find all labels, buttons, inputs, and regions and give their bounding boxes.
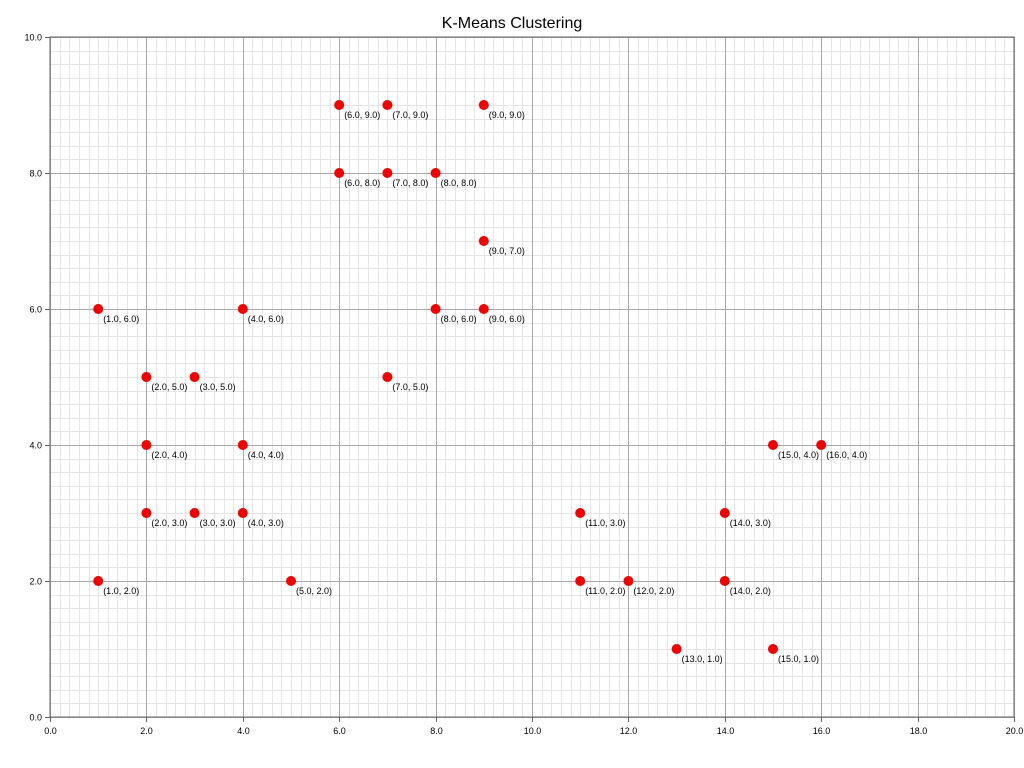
data-point bbox=[189, 508, 200, 518]
point-label: (4.0, 4.0) bbox=[248, 450, 284, 460]
point-label: (15.0, 1.0) bbox=[778, 654, 819, 664]
chart-title: K-Means Clustering bbox=[442, 15, 583, 32]
y-tick-label: 6.0 bbox=[29, 305, 42, 315]
data-point bbox=[430, 168, 441, 178]
data-point bbox=[478, 236, 489, 246]
data-point bbox=[141, 440, 152, 450]
x-tick-label: 6.0 bbox=[333, 726, 346, 736]
x-axis: 0.0 2.0 4.0 6.0 8.0 10.0 12.0 14.0 16.0 18.0 20.0 bbox=[44, 717, 1023, 736]
point-label: (13.0, 1.0) bbox=[682, 654, 723, 664]
x-tick-label: 20.0 bbox=[1006, 726, 1024, 736]
data-point bbox=[382, 168, 393, 178]
point-label: (11.0, 3.0) bbox=[585, 518, 625, 528]
point-label: (7.0, 9.0) bbox=[392, 110, 428, 120]
data-point bbox=[719, 508, 730, 518]
y-tick-label: 10.0 bbox=[24, 33, 42, 43]
data-point bbox=[575, 508, 586, 518]
point-label: (15.0, 4.0) bbox=[778, 450, 819, 460]
data-point bbox=[237, 304, 248, 314]
data-point bbox=[141, 508, 152, 518]
point-label: (2.0, 3.0) bbox=[151, 518, 187, 528]
x-tick-label: 4.0 bbox=[237, 726, 250, 736]
data-point bbox=[478, 100, 489, 110]
point-label: (16.0, 4.0) bbox=[826, 450, 867, 460]
point-label: (3.0, 3.0) bbox=[200, 518, 236, 528]
data-point bbox=[478, 304, 489, 314]
point-label: (4.0, 6.0) bbox=[248, 314, 284, 324]
x-tick-label: 8.0 bbox=[430, 726, 443, 736]
point-label: (14.0, 2.0) bbox=[730, 586, 771, 596]
data-point bbox=[816, 440, 827, 450]
x-tick-label: 0.0 bbox=[44, 726, 57, 736]
data-point bbox=[671, 644, 682, 654]
data-point bbox=[237, 440, 248, 450]
point-label: (9.0, 6.0) bbox=[489, 314, 525, 324]
data-point bbox=[768, 440, 778, 450]
point-label: (12.0, 2.0) bbox=[633, 586, 674, 596]
data-point bbox=[768, 644, 778, 654]
point-label: (4.0, 3.0) bbox=[248, 518, 284, 528]
point-label: (8.0, 8.0) bbox=[441, 178, 477, 188]
data-point bbox=[719, 576, 730, 586]
x-tick-label: 16.0 bbox=[813, 726, 831, 736]
point-label: (7.0, 5.0) bbox=[392, 382, 428, 392]
y-axis: 0.0 2.0 4.0 6.0 8.0 10.0 bbox=[24, 33, 50, 723]
point-label: (2.0, 4.0) bbox=[151, 450, 187, 460]
data-point bbox=[382, 100, 393, 110]
y-tick-label: 8.0 bbox=[29, 169, 42, 179]
y-tick-label: 0.0 bbox=[29, 713, 42, 723]
data-point bbox=[575, 576, 586, 586]
x-tick-label: 12.0 bbox=[620, 726, 638, 736]
point-label: (2.0, 5.0) bbox=[151, 382, 187, 392]
x-tick-label: 10.0 bbox=[524, 726, 542, 736]
data-point bbox=[623, 576, 634, 586]
x-tick-label: 14.0 bbox=[717, 726, 735, 736]
data-point bbox=[237, 508, 248, 518]
point-label: (6.0, 8.0) bbox=[344, 178, 380, 188]
y-tick-label: 4.0 bbox=[29, 441, 42, 451]
data-point bbox=[334, 100, 345, 110]
point-label: (11.0, 2.0) bbox=[585, 586, 625, 596]
data-point bbox=[286, 576, 296, 586]
point-label: (9.0, 9.0) bbox=[489, 110, 525, 120]
x-tick-label: 2.0 bbox=[140, 726, 153, 736]
point-label: (8.0, 6.0) bbox=[441, 314, 477, 324]
data-points bbox=[93, 100, 827, 654]
point-label: (14.0, 3.0) bbox=[730, 518, 771, 528]
point-label: (7.0, 8.0) bbox=[392, 178, 428, 188]
point-label: (1.0, 2.0) bbox=[103, 586, 139, 596]
point-label: (1.0, 6.0) bbox=[103, 314, 139, 324]
y-tick-label: 2.0 bbox=[29, 577, 42, 587]
data-point bbox=[334, 168, 345, 178]
point-label: (5.0, 2.0) bbox=[296, 586, 332, 596]
data-point bbox=[382, 372, 393, 382]
data-point bbox=[430, 304, 441, 314]
point-label: (3.0, 5.0) bbox=[200, 382, 236, 392]
x-tick-label: 18.0 bbox=[910, 726, 928, 736]
point-label: (6.0, 9.0) bbox=[344, 110, 380, 120]
point-labels: (6.0, 9.0) (7.0, 9.0) (9.0, 9.0) (6.0, 8.0)… bbox=[103, 110, 867, 664]
data-point bbox=[141, 372, 152, 382]
data-point bbox=[93, 576, 104, 586]
data-point bbox=[93, 304, 104, 314]
data-point bbox=[189, 372, 200, 382]
point-label: (9.0, 7.0) bbox=[489, 246, 525, 256]
